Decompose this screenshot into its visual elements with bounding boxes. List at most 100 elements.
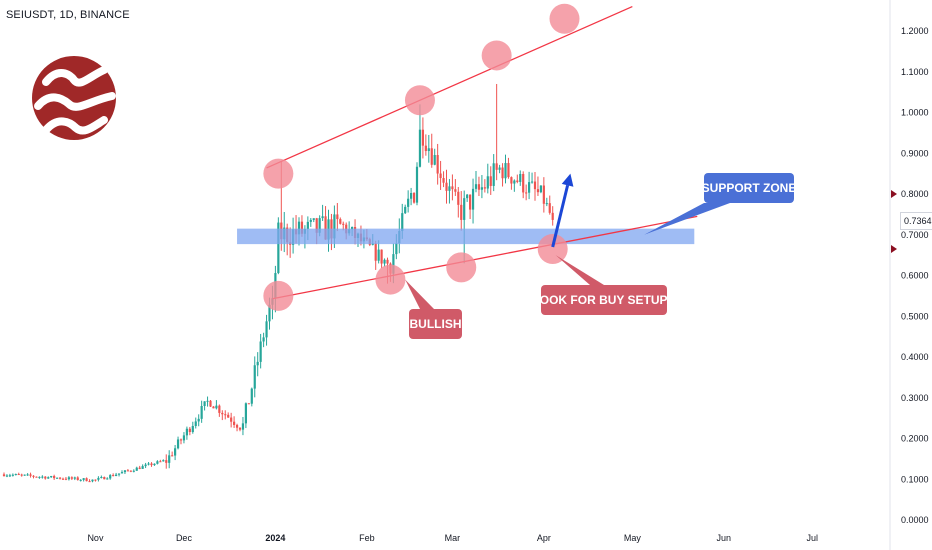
candle-body [256, 361, 259, 366]
candle-body [17, 474, 20, 476]
look-for-buy-note[interactable]: LOOK FOR BUY SETUPS [532, 285, 676, 315]
candle-body [115, 474, 118, 476]
trendlines-layer [266, 5, 698, 300]
candle-body [519, 174, 522, 182]
candle-body [56, 477, 59, 479]
price-tick-label: 0.5000 [901, 311, 929, 321]
candle-body [530, 181, 534, 183]
callout-pointer [555, 255, 604, 285]
candle-body [427, 148, 430, 152]
candle-body [262, 337, 265, 342]
candle-body [73, 477, 76, 479]
candle-body [109, 475, 112, 479]
candle-body [430, 148, 433, 165]
candle-body [451, 186, 454, 190]
candle-body [129, 470, 132, 472]
candle-body [250, 388, 253, 404]
price-axis[interactable]: 1.2000 1.1000 1.0000 0.9000 0.8000 0.7000 0.60… [889, 0, 929, 550]
candle-body [424, 145, 427, 152]
price-tick-label: 1.2000 [901, 26, 929, 36]
candle-body [227, 414, 230, 418]
candle-body [522, 174, 525, 193]
up-arrow-icon [561, 173, 574, 187]
candle-body [94, 479, 97, 481]
candle-body [179, 439, 183, 441]
candle-body [123, 470, 127, 473]
time-tick-label: Apr [537, 533, 551, 543]
candle-body [2, 474, 6, 477]
candle-body [542, 185, 545, 204]
candle-body [106, 478, 109, 480]
candle-body [235, 424, 239, 428]
highlight-circle [481, 40, 512, 71]
candle-body [545, 203, 548, 205]
symbol-title: SEIUSDT, 1D, BINANCE [6, 9, 130, 21]
candle-body [407, 198, 410, 207]
candle-body [188, 428, 191, 433]
candle-body [47, 477, 50, 479]
candle-body [215, 405, 218, 409]
candle-body [79, 479, 82, 481]
candle-body [103, 477, 106, 480]
candle-body [253, 365, 256, 389]
bullish-note[interactable]: BULLISH [409, 309, 462, 339]
candle-body [171, 455, 174, 457]
candle-body [85, 478, 88, 482]
candle-body [418, 129, 422, 167]
candle-body [185, 428, 188, 436]
price-tick-label: 0.8000 [901, 189, 929, 199]
candle-body [38, 476, 41, 478]
candle-body [120, 472, 124, 474]
candle-body [392, 254, 395, 274]
support-zone-note[interactable]: SUPPORT ZONE [702, 173, 796, 203]
candle-body [474, 184, 478, 189]
candle-body [135, 467, 138, 471]
candle-body [321, 216, 324, 219]
sei-logo-icon [32, 56, 116, 140]
highlight-circle [537, 234, 568, 265]
candle-body [156, 461, 159, 464]
candle-body [203, 401, 206, 406]
candle-body [460, 204, 463, 220]
candle-body [206, 400, 209, 402]
candle-body [233, 421, 236, 425]
candle-body [306, 221, 309, 229]
candle-body [144, 464, 147, 467]
candle-body [26, 474, 29, 476]
candle-body [312, 218, 315, 220]
time-tick-label: Mar [445, 533, 461, 543]
candle-body [448, 186, 451, 191]
candle-body [507, 163, 510, 178]
price-marker-icon [891, 190, 897, 198]
upper-trendline [266, 5, 633, 169]
candle-body [539, 185, 542, 193]
last-price-tag: 0.7364 [900, 212, 932, 230]
candle-body [469, 194, 472, 210]
candle-body [153, 463, 156, 466]
candle-body [20, 474, 23, 476]
candle-body [230, 417, 233, 422]
time-tick-label: May [624, 533, 642, 543]
candle-body [238, 427, 242, 430]
candle-body [324, 216, 327, 240]
candle-body [536, 189, 540, 193]
candle-body [421, 129, 424, 146]
candle-body [510, 177, 513, 184]
time-axis[interactable]: Nov Dec 2024 Feb Mar Apr May Jun Jul [87, 533, 818, 543]
candle-body [32, 475, 35, 477]
candle-body [351, 226, 354, 230]
candle-body [224, 414, 227, 416]
lower-trendline [272, 215, 698, 300]
candle-body [516, 180, 519, 182]
support-zone-band [237, 228, 695, 245]
candle-body [374, 243, 377, 261]
candle-body [88, 481, 91, 483]
candle-body [483, 187, 486, 189]
candle-body [342, 223, 345, 225]
candle-body [41, 476, 44, 478]
candle-body [401, 213, 404, 231]
candle-body [168, 455, 171, 463]
highlight-circle [263, 280, 294, 311]
